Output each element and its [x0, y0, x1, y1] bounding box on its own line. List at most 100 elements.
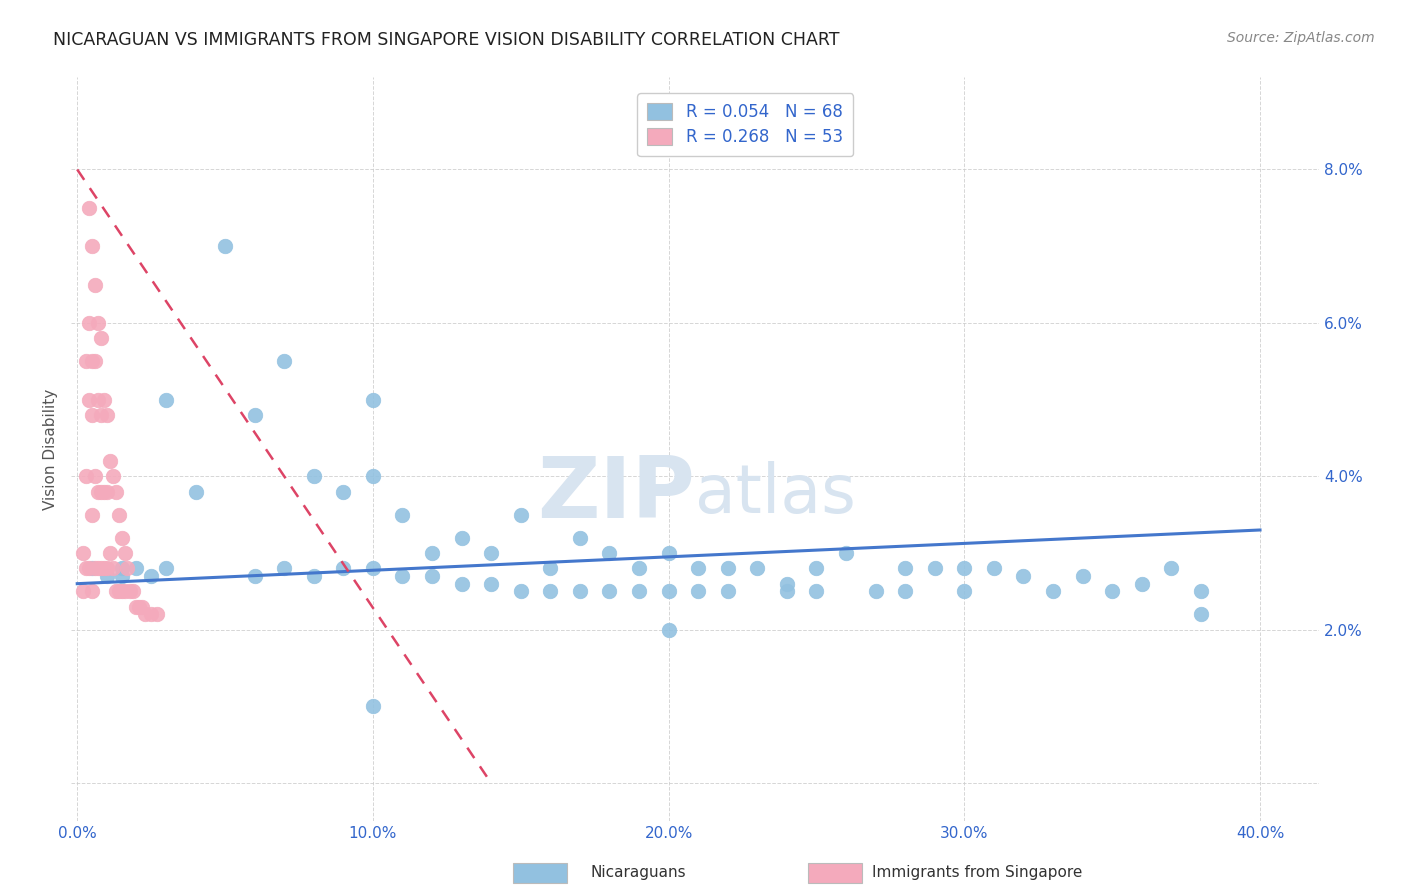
- Point: [806, 584, 828, 599]
- Point: [155, 561, 177, 575]
- Point: [80, 561, 103, 575]
- Point: [93, 392, 115, 407]
- Point: [1101, 584, 1123, 599]
- Point: [93, 484, 115, 499]
- Point: [87, 392, 110, 407]
- Point: [688, 561, 710, 575]
- Point: [361, 469, 384, 483]
- Point: [110, 561, 132, 575]
- Point: [72, 546, 94, 560]
- Point: [87, 316, 110, 330]
- Point: [77, 392, 100, 407]
- Point: [302, 469, 325, 483]
- Point: [134, 607, 156, 622]
- Point: [1160, 561, 1182, 575]
- Point: [894, 561, 917, 575]
- Point: [87, 561, 110, 575]
- Point: [983, 561, 1005, 575]
- Point: [1012, 569, 1035, 583]
- Point: [509, 508, 531, 522]
- Point: [598, 584, 620, 599]
- Point: [953, 584, 976, 599]
- Point: [107, 508, 129, 522]
- Point: [924, 561, 946, 575]
- Point: [84, 277, 107, 292]
- Point: [332, 561, 354, 575]
- Point: [80, 354, 103, 368]
- Point: [361, 561, 384, 575]
- Point: [77, 316, 100, 330]
- Point: [98, 546, 121, 560]
- Point: [658, 584, 681, 599]
- Text: atlas: atlas: [695, 461, 856, 527]
- Point: [776, 576, 799, 591]
- Point: [420, 546, 443, 560]
- Point: [75, 469, 97, 483]
- Point: [110, 569, 132, 583]
- Point: [568, 584, 591, 599]
- Point: [128, 599, 150, 614]
- Point: [450, 531, 472, 545]
- Point: [717, 561, 740, 575]
- Point: [184, 484, 207, 499]
- Point: [155, 392, 177, 407]
- Text: ZIP: ZIP: [537, 452, 695, 535]
- Point: [80, 239, 103, 253]
- Point: [96, 561, 118, 575]
- Point: [776, 584, 799, 599]
- Point: [98, 454, 121, 468]
- Point: [835, 546, 858, 560]
- Point: [628, 584, 651, 599]
- Point: [84, 561, 107, 575]
- Point: [96, 408, 118, 422]
- Point: [101, 469, 124, 483]
- Point: [80, 584, 103, 599]
- Point: [628, 561, 651, 575]
- Point: [1042, 584, 1064, 599]
- Point: [90, 331, 112, 345]
- Point: [1189, 584, 1212, 599]
- Point: [1071, 569, 1094, 583]
- Point: [141, 569, 163, 583]
- Point: [538, 561, 561, 575]
- Point: [96, 484, 118, 499]
- Point: [114, 584, 136, 599]
- Point: [110, 584, 132, 599]
- Point: [658, 546, 681, 560]
- Point: [243, 408, 266, 422]
- Point: [894, 584, 917, 599]
- Point: [273, 561, 295, 575]
- Point: [479, 546, 502, 560]
- Point: [568, 531, 591, 545]
- Point: [90, 408, 112, 422]
- Point: [391, 508, 413, 522]
- Y-axis label: Vision Disability: Vision Disability: [44, 389, 58, 510]
- Point: [114, 546, 136, 560]
- Text: Source: ZipAtlas.com: Source: ZipAtlas.com: [1227, 31, 1375, 45]
- Point: [75, 561, 97, 575]
- Point: [658, 623, 681, 637]
- Point: [1130, 576, 1153, 591]
- Point: [806, 561, 828, 575]
- Point: [420, 569, 443, 583]
- Legend: R = 0.054   N = 68, R = 0.268   N = 53: R = 0.054 N = 68, R = 0.268 N = 53: [637, 93, 853, 156]
- Point: [87, 484, 110, 499]
- Point: [479, 576, 502, 591]
- Point: [110, 531, 132, 545]
- Point: [107, 584, 129, 599]
- Point: [75, 354, 97, 368]
- Point: [125, 561, 148, 575]
- Point: [77, 201, 100, 215]
- Point: [598, 546, 620, 560]
- Point: [72, 584, 94, 599]
- Point: [90, 561, 112, 575]
- Point: [84, 469, 107, 483]
- Point: [117, 561, 139, 575]
- Point: [146, 607, 169, 622]
- Point: [122, 584, 145, 599]
- Point: [509, 584, 531, 599]
- Text: Immigrants from Singapore: Immigrants from Singapore: [872, 865, 1083, 880]
- Point: [84, 354, 107, 368]
- Point: [96, 569, 118, 583]
- Point: [361, 699, 384, 714]
